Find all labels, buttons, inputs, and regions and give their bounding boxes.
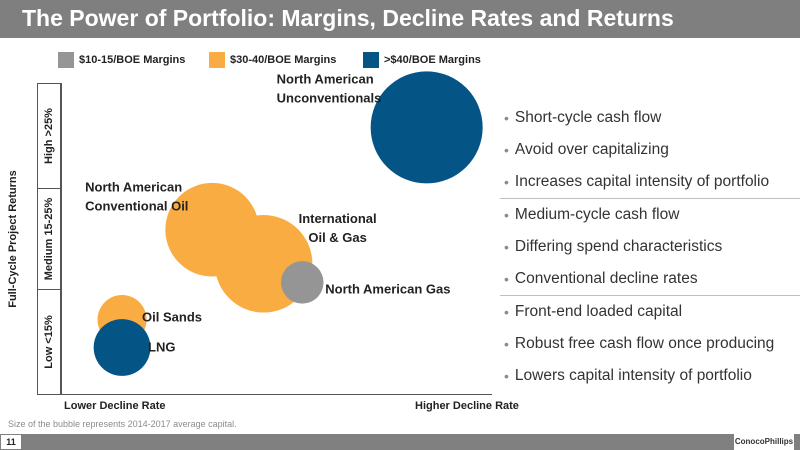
- bullet-dot-icon: •: [504, 271, 509, 287]
- bullet-item: • Medium-cycle cash flow: [500, 199, 800, 231]
- bullet-text: Differing spend characteristics: [514, 238, 723, 255]
- bullet-dot-icon: •: [504, 207, 509, 223]
- bullet-text: Short-cycle cash flow: [514, 109, 662, 126]
- bullet-group: • Medium-cycle cash flow • Differing spend …: [500, 199, 800, 296]
- bullet-item: • Increases capital intensity of portfoli…: [500, 166, 800, 198]
- bullet-item: • Short-cycle cash flow: [500, 102, 800, 134]
- bullet-dot-icon: •: [504, 110, 509, 126]
- bullet-group: • Short-cycle cash flow • Avoid over capita…: [500, 102, 800, 199]
- y-band-low: Low <15%: [37, 289, 61, 395]
- bullet-text: Lowers capital intensity of portfolio: [514, 367, 752, 384]
- bubble-label-lng: LNG: [148, 340, 175, 355]
- legend-label: >$40/BOE Margins: [384, 54, 481, 66]
- bullet-dot-icon: •: [504, 368, 509, 384]
- bullet-text: Increases capital intensity of portfolio: [514, 173, 770, 190]
- bubble-north-american-unconventionals: [370, 71, 483, 184]
- x-axis-label-high: Higher Decline Rate: [415, 400, 519, 412]
- bubble-label-north-american-gas: North American Gas: [325, 281, 450, 296]
- bullet-dot-icon: •: [504, 336, 509, 352]
- title-bar: The Power of Portfolio: Margins, Decline…: [0, 0, 800, 38]
- bullet-item: • Lowers capital intensity of portfolio: [500, 360, 800, 392]
- y-axis-line: [61, 83, 62, 395]
- legend-swatch-grey: [58, 52, 74, 68]
- footer-bar: [0, 434, 800, 450]
- bullet-text: Robust free cash flow once producing: [514, 335, 775, 352]
- bullet-dot-icon: •: [504, 239, 509, 255]
- legend-label: $30-40/BOE Margins: [230, 54, 337, 66]
- bubble-label-oil-sands: Oil Sands: [142, 310, 202, 325]
- legend-item-mid-margin: $30-40/BOE Margins: [209, 51, 336, 69]
- x-axis-line: [61, 394, 492, 395]
- bullet-text: Avoid over capitalizing: [514, 141, 669, 158]
- bullet-item: • Robust free cash flow once producing: [500, 328, 800, 360]
- bubble-north-american-gas: [280, 261, 324, 304]
- legend-label: $10-15/BOE Margins: [79, 54, 186, 66]
- bullet-group: • Front-end loaded capital • Robust free ca…: [500, 296, 800, 392]
- legend-item-low-margin: $10-15/BOE Margins: [58, 51, 185, 69]
- slide-title: The Power of Portfolio: Margins, Decline…: [22, 5, 674, 31]
- bullet-text: Medium-cycle cash flow: [514, 206, 680, 223]
- page-number: 11: [0, 434, 22, 450]
- bubble-north-american-conventional-oil: [165, 182, 259, 277]
- bullet-item: • Conventional decline rates: [500, 263, 800, 295]
- x-axis-label-low: Lower Decline Rate: [64, 400, 166, 412]
- bubble-label-north-american-unconventionals: North American Unconventionals: [277, 71, 382, 105]
- legend-swatch-blue: [363, 52, 379, 68]
- bubble-label-north-american-conventional-oil: North American Conventional Oil: [85, 180, 188, 214]
- company-logo: ConocoPhillips: [734, 434, 794, 450]
- legend-swatch-orange: [209, 52, 225, 68]
- bubble-label-international-oil-gas: International Oil & Gas: [299, 211, 377, 245]
- bullet-dot-icon: •: [504, 142, 509, 158]
- footnote: Size of the bubble represents 2014-2017 …: [8, 419, 237, 429]
- bullet-text: Conventional decline rates: [514, 270, 698, 287]
- bullet-item: • Differing spend characteristics: [500, 231, 800, 263]
- legend-item-high-margin: >$40/BOE Margins: [363, 51, 481, 69]
- bullet-dot-icon: •: [504, 174, 509, 190]
- bullet-item: • Front-end loaded capital: [500, 296, 800, 328]
- bullet-text: Front-end loaded capital: [514, 303, 683, 320]
- bullet-item: • Avoid over capitalizing: [500, 134, 800, 166]
- bullet-dot-icon: •: [504, 304, 509, 320]
- bubble-lng: [93, 319, 151, 376]
- bullet-list: • Short-cycle cash flow • Avoid over capita…: [500, 102, 800, 392]
